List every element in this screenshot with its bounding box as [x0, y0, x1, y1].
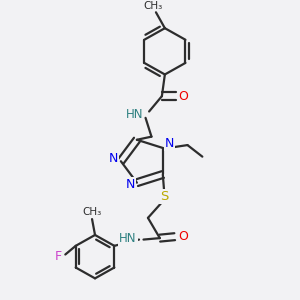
Text: F: F — [55, 250, 62, 263]
Text: HN: HN — [126, 108, 143, 121]
Text: N: N — [126, 178, 135, 190]
Text: O: O — [178, 90, 188, 103]
Text: N: N — [165, 137, 174, 150]
Text: N: N — [109, 152, 118, 165]
Text: O: O — [178, 230, 188, 243]
Text: S: S — [160, 190, 169, 203]
Text: HN: HN — [119, 232, 137, 245]
Text: CH₃: CH₃ — [143, 1, 163, 10]
Text: CH₃: CH₃ — [82, 207, 102, 218]
